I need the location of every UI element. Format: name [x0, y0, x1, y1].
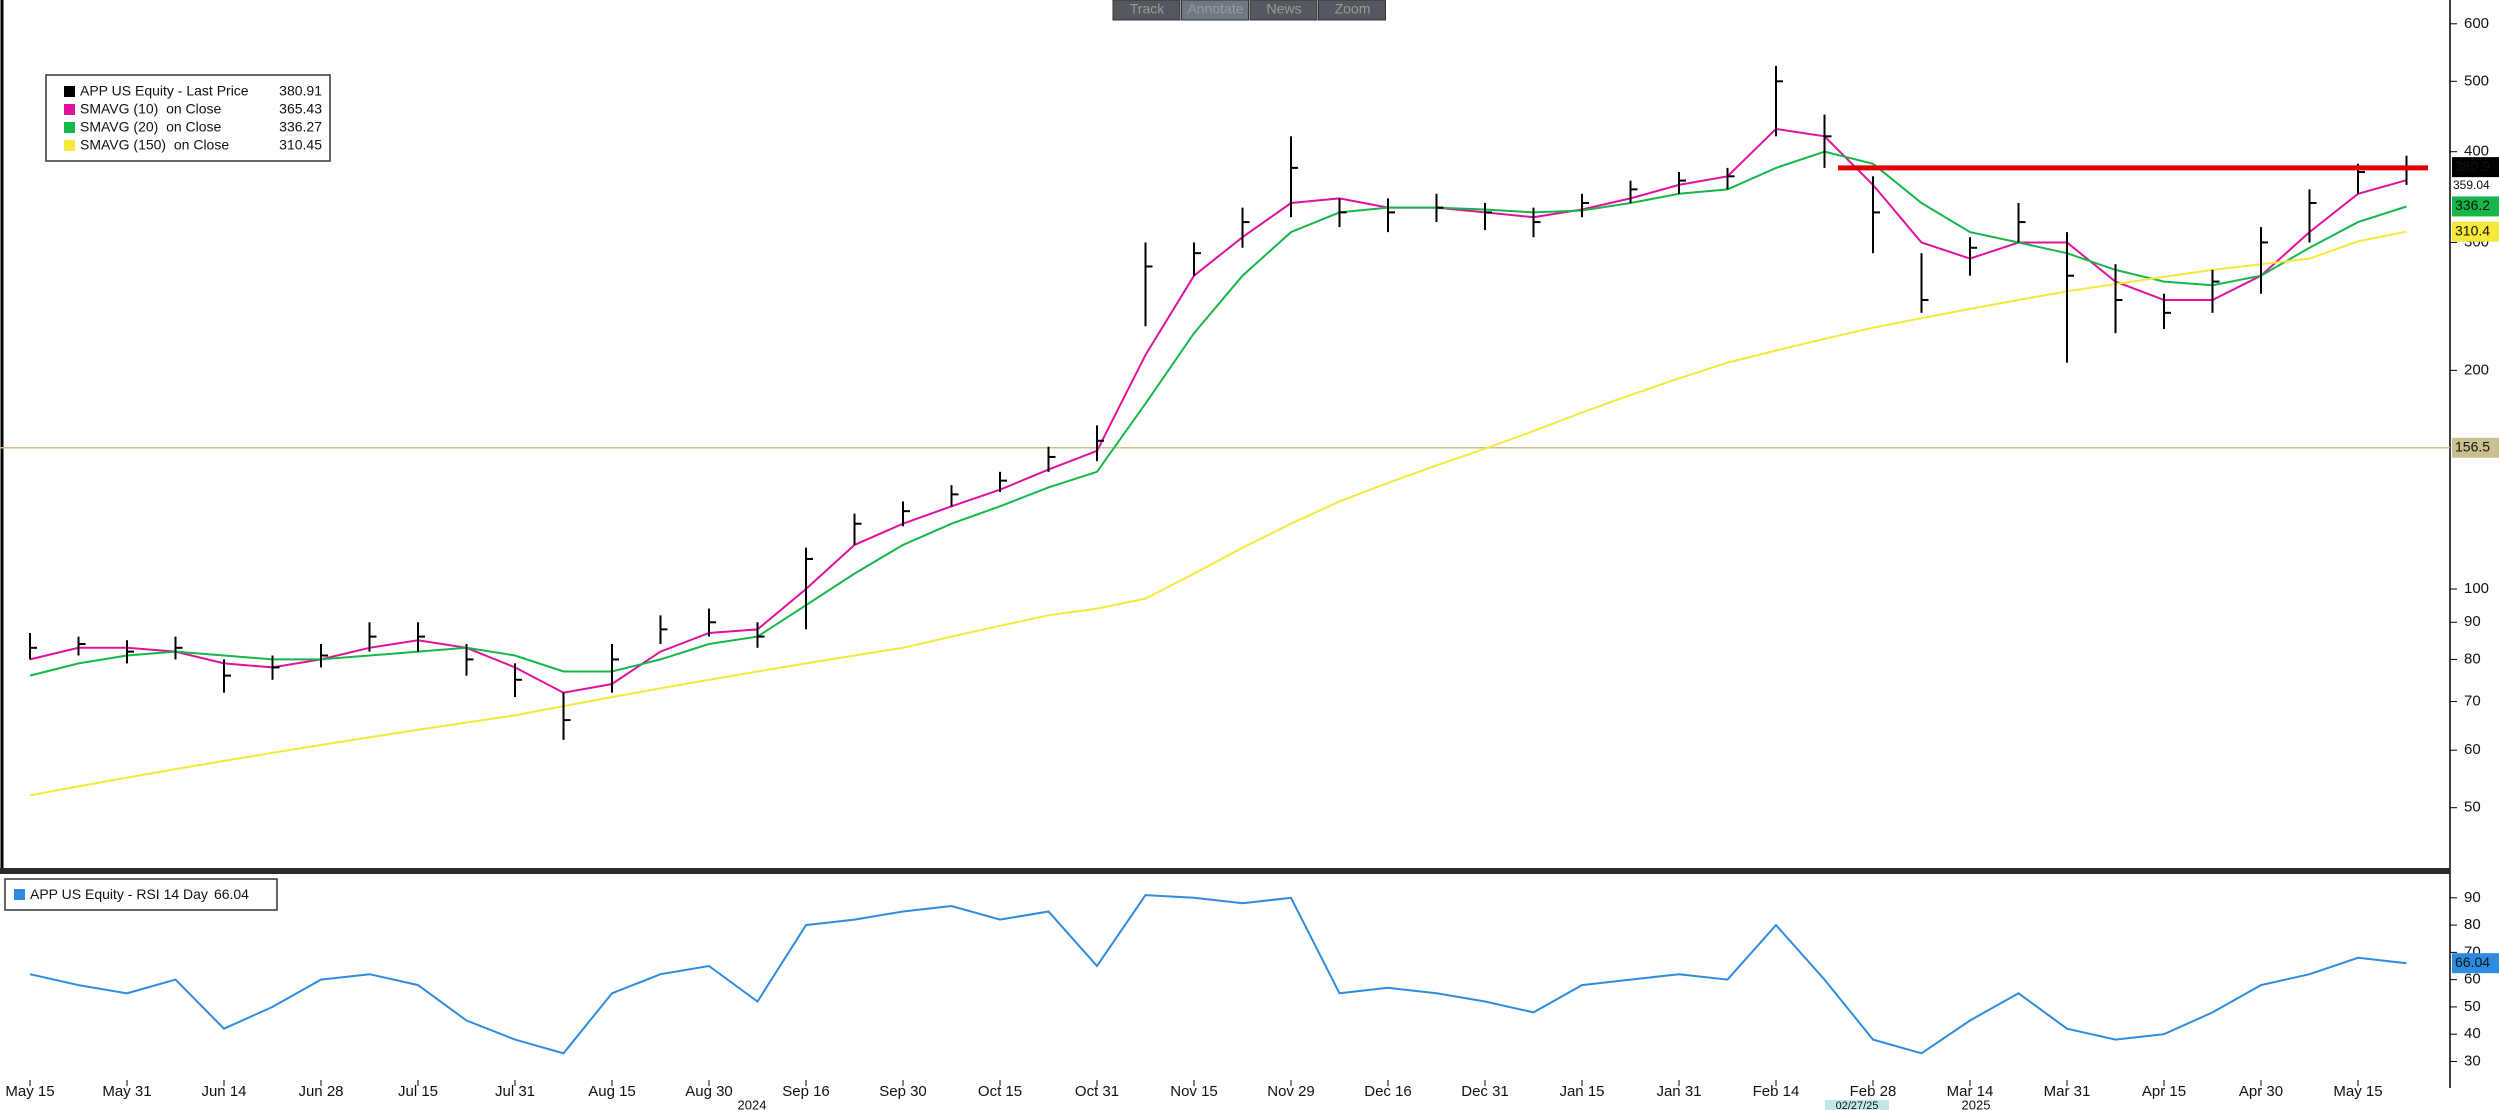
y-tick-label: 60: [2464, 741, 2481, 758]
last-value-label: 310.4: [2455, 222, 2490, 238]
x-tick-label: May 31: [102, 1083, 151, 1100]
toolbar: Track Annotate News Zoom: [1112, 0, 1386, 21]
legend-label: APP US Equity - Last Price: [80, 83, 249, 99]
toolbar-button[interactable]: [1112, 0, 1181, 21]
last-value-label-bg: [2452, 221, 2499, 242]
cursor-date: 02/27/25: [1836, 1100, 1879, 1110]
legend-value: 380.91: [279, 83, 322, 99]
y-tick-label: 40: [2464, 1025, 2481, 1042]
year-label: 2025: [1962, 1097, 1991, 1110]
y-tick-label: 90: [2464, 889, 2481, 906]
x-tick-label: Jul 15: [398, 1083, 438, 1100]
x-tick-label: Sep 30: [879, 1083, 927, 1100]
legend-swatch: [64, 140, 75, 151]
y-tick-label: 80: [2464, 650, 2481, 667]
y-tick-label: 50: [2464, 998, 2481, 1015]
toolbar-button[interactable]: [1318, 0, 1386, 21]
x-tick-label: Apr 30: [2239, 1083, 2283, 1100]
legend-value: 310.45: [279, 137, 322, 153]
x-tick-label: Oct 15: [978, 1083, 1022, 1100]
x-tick-label: Dec 16: [1364, 1083, 1412, 1100]
last-value-label: 380.9: [2455, 158, 2490, 174]
x-tick-label: Sep 16: [782, 1083, 830, 1100]
last-value-label-bg: [2452, 157, 2499, 178]
legend: APP US Equity - Last Price 380.91 SMAVG (1…: [45, 74, 331, 162]
rsi-last-label-bg: [2452, 953, 2499, 974]
reference-label-bg: [2452, 437, 2499, 458]
legend-swatch: [64, 86, 75, 97]
toolbar-label[interactable]: Annotate: [1187, 1, 1243, 17]
legend-value: 336.27: [279, 119, 322, 135]
last-value-label: 336.2: [2455, 197, 2490, 213]
sma-line: [29, 230, 2407, 797]
x-tick-label: Jun 28: [298, 1083, 343, 1100]
y-tick-label: 50: [2464, 799, 2481, 816]
y-tick-label: 100: [2464, 580, 2489, 597]
sma-line: [29, 127, 2407, 694]
toolbar-label[interactable]: Track: [1130, 1, 1165, 17]
legend-swatch: [64, 122, 75, 133]
x-tick-label: Jan 31: [1656, 1083, 1701, 1100]
legend-value: 365.43: [279, 101, 322, 117]
legend-value: 66.04: [214, 886, 249, 902]
y-tick-label: 400: [2464, 143, 2489, 160]
y-tick-label: 200: [2464, 361, 2489, 378]
x-tick-label: Dec 31: [1461, 1083, 1509, 1100]
legend-box: [45, 74, 331, 162]
x-tick-label: Aug 15: [588, 1083, 636, 1100]
x-tick-label: Jan 15: [1559, 1083, 1604, 1100]
cursor-date-bg: [1825, 1100, 1889, 1110]
reference-label: 156.5: [2455, 438, 2490, 454]
x-tick-label: Nov 29: [1267, 1083, 1315, 1100]
y-tick-label: 60: [2464, 971, 2481, 988]
panel-separator: [0, 868, 2450, 874]
y-tick-label: 500: [2464, 72, 2489, 89]
toolbar-label[interactable]: Zoom: [1335, 1, 1371, 17]
x-tick-label: Oct 31: [1075, 1083, 1119, 1100]
legend-swatch: [14, 889, 25, 900]
y-tick-label: 600: [2464, 15, 2489, 32]
legend-name: APP US Equity - RSI 14 Day: [30, 886, 208, 902]
x-tick-label: May 15: [5, 1083, 54, 1100]
x-tick-label: Feb 28: [1850, 1083, 1897, 1100]
x-tick-label: Aug 30: [685, 1083, 733, 1100]
x-tick-label: Feb 14: [1753, 1083, 1800, 1100]
y-tick-label: 90: [2464, 613, 2481, 630]
legend-label: SMAVG (10) on Close: [80, 101, 222, 117]
sma-line: [29, 150, 2407, 677]
x-tick-label: Jul 31: [495, 1083, 535, 1100]
last-value-label-bg: [2452, 196, 2499, 217]
toolbar-button[interactable]: [1249, 0, 1318, 21]
legend-label: SMAVG (20) on Close: [80, 119, 222, 135]
x-tick-label: Apr 15: [2142, 1083, 2186, 1100]
x-tick-label: Jun 14: [201, 1083, 246, 1100]
toolbar-label[interactable]: News: [1266, 1, 1301, 17]
x-tick-label: Mar 14: [1947, 1083, 1994, 1100]
toolbar-button[interactable]: [1181, 0, 1249, 21]
y-tick-label: 70: [2464, 693, 2481, 710]
legend-swatch: [64, 104, 75, 115]
y-tick-label: 30: [2464, 1052, 2481, 1069]
value-marker: 359.04: [2453, 178, 2490, 192]
x-tick-label: May 15: [2333, 1083, 2382, 1100]
rsi-line: [29, 894, 2407, 1055]
legend-label: APP US Equity - RSI 14 Day 66.04: [30, 886, 249, 902]
legend-label: SMAVG (150) on Close: [80, 137, 229, 153]
year-label: 2024: [738, 1097, 767, 1110]
x-tick-label: Mar 31: [2044, 1083, 2091, 1100]
x-tick-label: Nov 15: [1170, 1083, 1218, 1100]
rsi-legend-box: [4, 878, 278, 911]
rsi-last-label: 66.04: [2455, 954, 2490, 970]
y-tick-label: 80: [2464, 916, 2481, 933]
